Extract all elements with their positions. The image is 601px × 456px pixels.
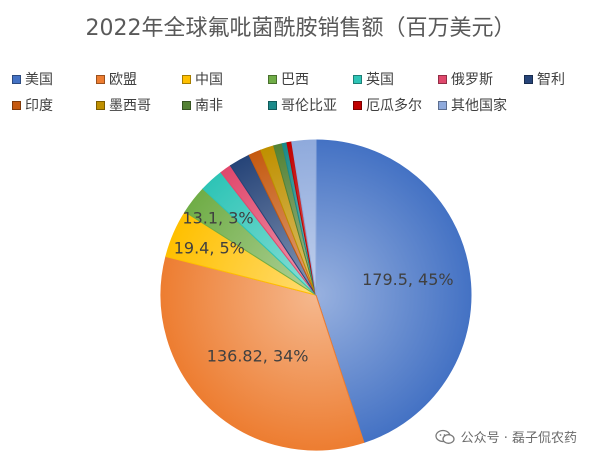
legend-item: 智利	[524, 69, 594, 89]
legend-swatch	[353, 100, 362, 110]
legend-swatch	[438, 100, 447, 110]
legend-label: 智利	[537, 72, 565, 88]
legend-item: 印度	[12, 95, 96, 115]
legend-swatch	[438, 74, 447, 84]
chart-title: 2022年全球氟吡菌酰胺销售额（百万美元）	[85, 16, 516, 41]
legend-swatch	[12, 100, 21, 110]
legend-swatch	[96, 74, 105, 84]
legend-item: 欧盟	[96, 69, 182, 89]
legend-item: 哥伦比亚	[268, 95, 353, 115]
watermark: 公众号 · 磊子侃农药	[434, 427, 577, 446]
data-label: 136.82, 34%	[207, 347, 309, 366]
legend-swatch	[268, 100, 277, 110]
legend-label: 美国	[25, 72, 53, 88]
chart-legend: 美国 欧盟 中国 巴西 英国 俄罗斯 智利印度 墨西哥 南非 哥伦比亚 厄瓜多尔 其他国家	[12, 66, 597, 118]
legend-item: 墨西哥	[96, 95, 182, 115]
legend-item: 南非	[182, 95, 268, 115]
legend-swatch	[12, 74, 21, 84]
legend-item: 俄罗斯	[438, 69, 524, 89]
pie-slice	[291, 139, 317, 296]
legend-item: 巴西	[268, 69, 353, 89]
legend-item: 中国	[182, 69, 268, 89]
legend-label: 英国	[366, 72, 394, 88]
legend-swatch	[353, 74, 362, 84]
legend-label: 俄罗斯	[451, 72, 493, 88]
legend-item: 美国	[12, 69, 96, 89]
data-label: 13.1, 3%	[182, 208, 253, 227]
data-label: 179.5, 45%	[362, 270, 454, 289]
legend-swatch	[182, 100, 191, 110]
legend-label: 印度	[25, 98, 53, 114]
legend-item: 英国	[353, 69, 438, 89]
legend-label: 中国	[195, 72, 223, 88]
legend-label: 哥伦比亚	[281, 98, 337, 114]
legend-item: 厄瓜多尔	[353, 95, 438, 115]
legend-swatch	[96, 100, 105, 110]
pie-slice	[160, 255, 365, 451]
legend-row: 印度 墨西哥 南非 哥伦比亚 厄瓜多尔 其他国家	[12, 92, 597, 118]
legend-label: 欧盟	[109, 72, 137, 88]
data-label: 19.4, 5%	[174, 238, 245, 257]
pie-slice	[315, 139, 472, 444]
wechat-icon	[434, 429, 455, 444]
legend-label: 厄瓜多尔	[366, 98, 422, 114]
legend-row: 美国 欧盟 中国 巴西 英国 俄罗斯 智利	[12, 66, 597, 92]
legend-item: 其他国家	[438, 95, 524, 115]
watermark-text: 公众号 · 磊子侃农药	[460, 431, 577, 446]
legend-label: 墨西哥	[109, 98, 151, 114]
legend-swatch	[182, 74, 191, 84]
legend-swatch	[524, 74, 533, 84]
legend-label: 巴西	[281, 72, 309, 88]
legend-label: 其他国家	[451, 98, 507, 114]
legend-label: 南非	[195, 98, 223, 114]
legend-swatch	[268, 74, 277, 84]
